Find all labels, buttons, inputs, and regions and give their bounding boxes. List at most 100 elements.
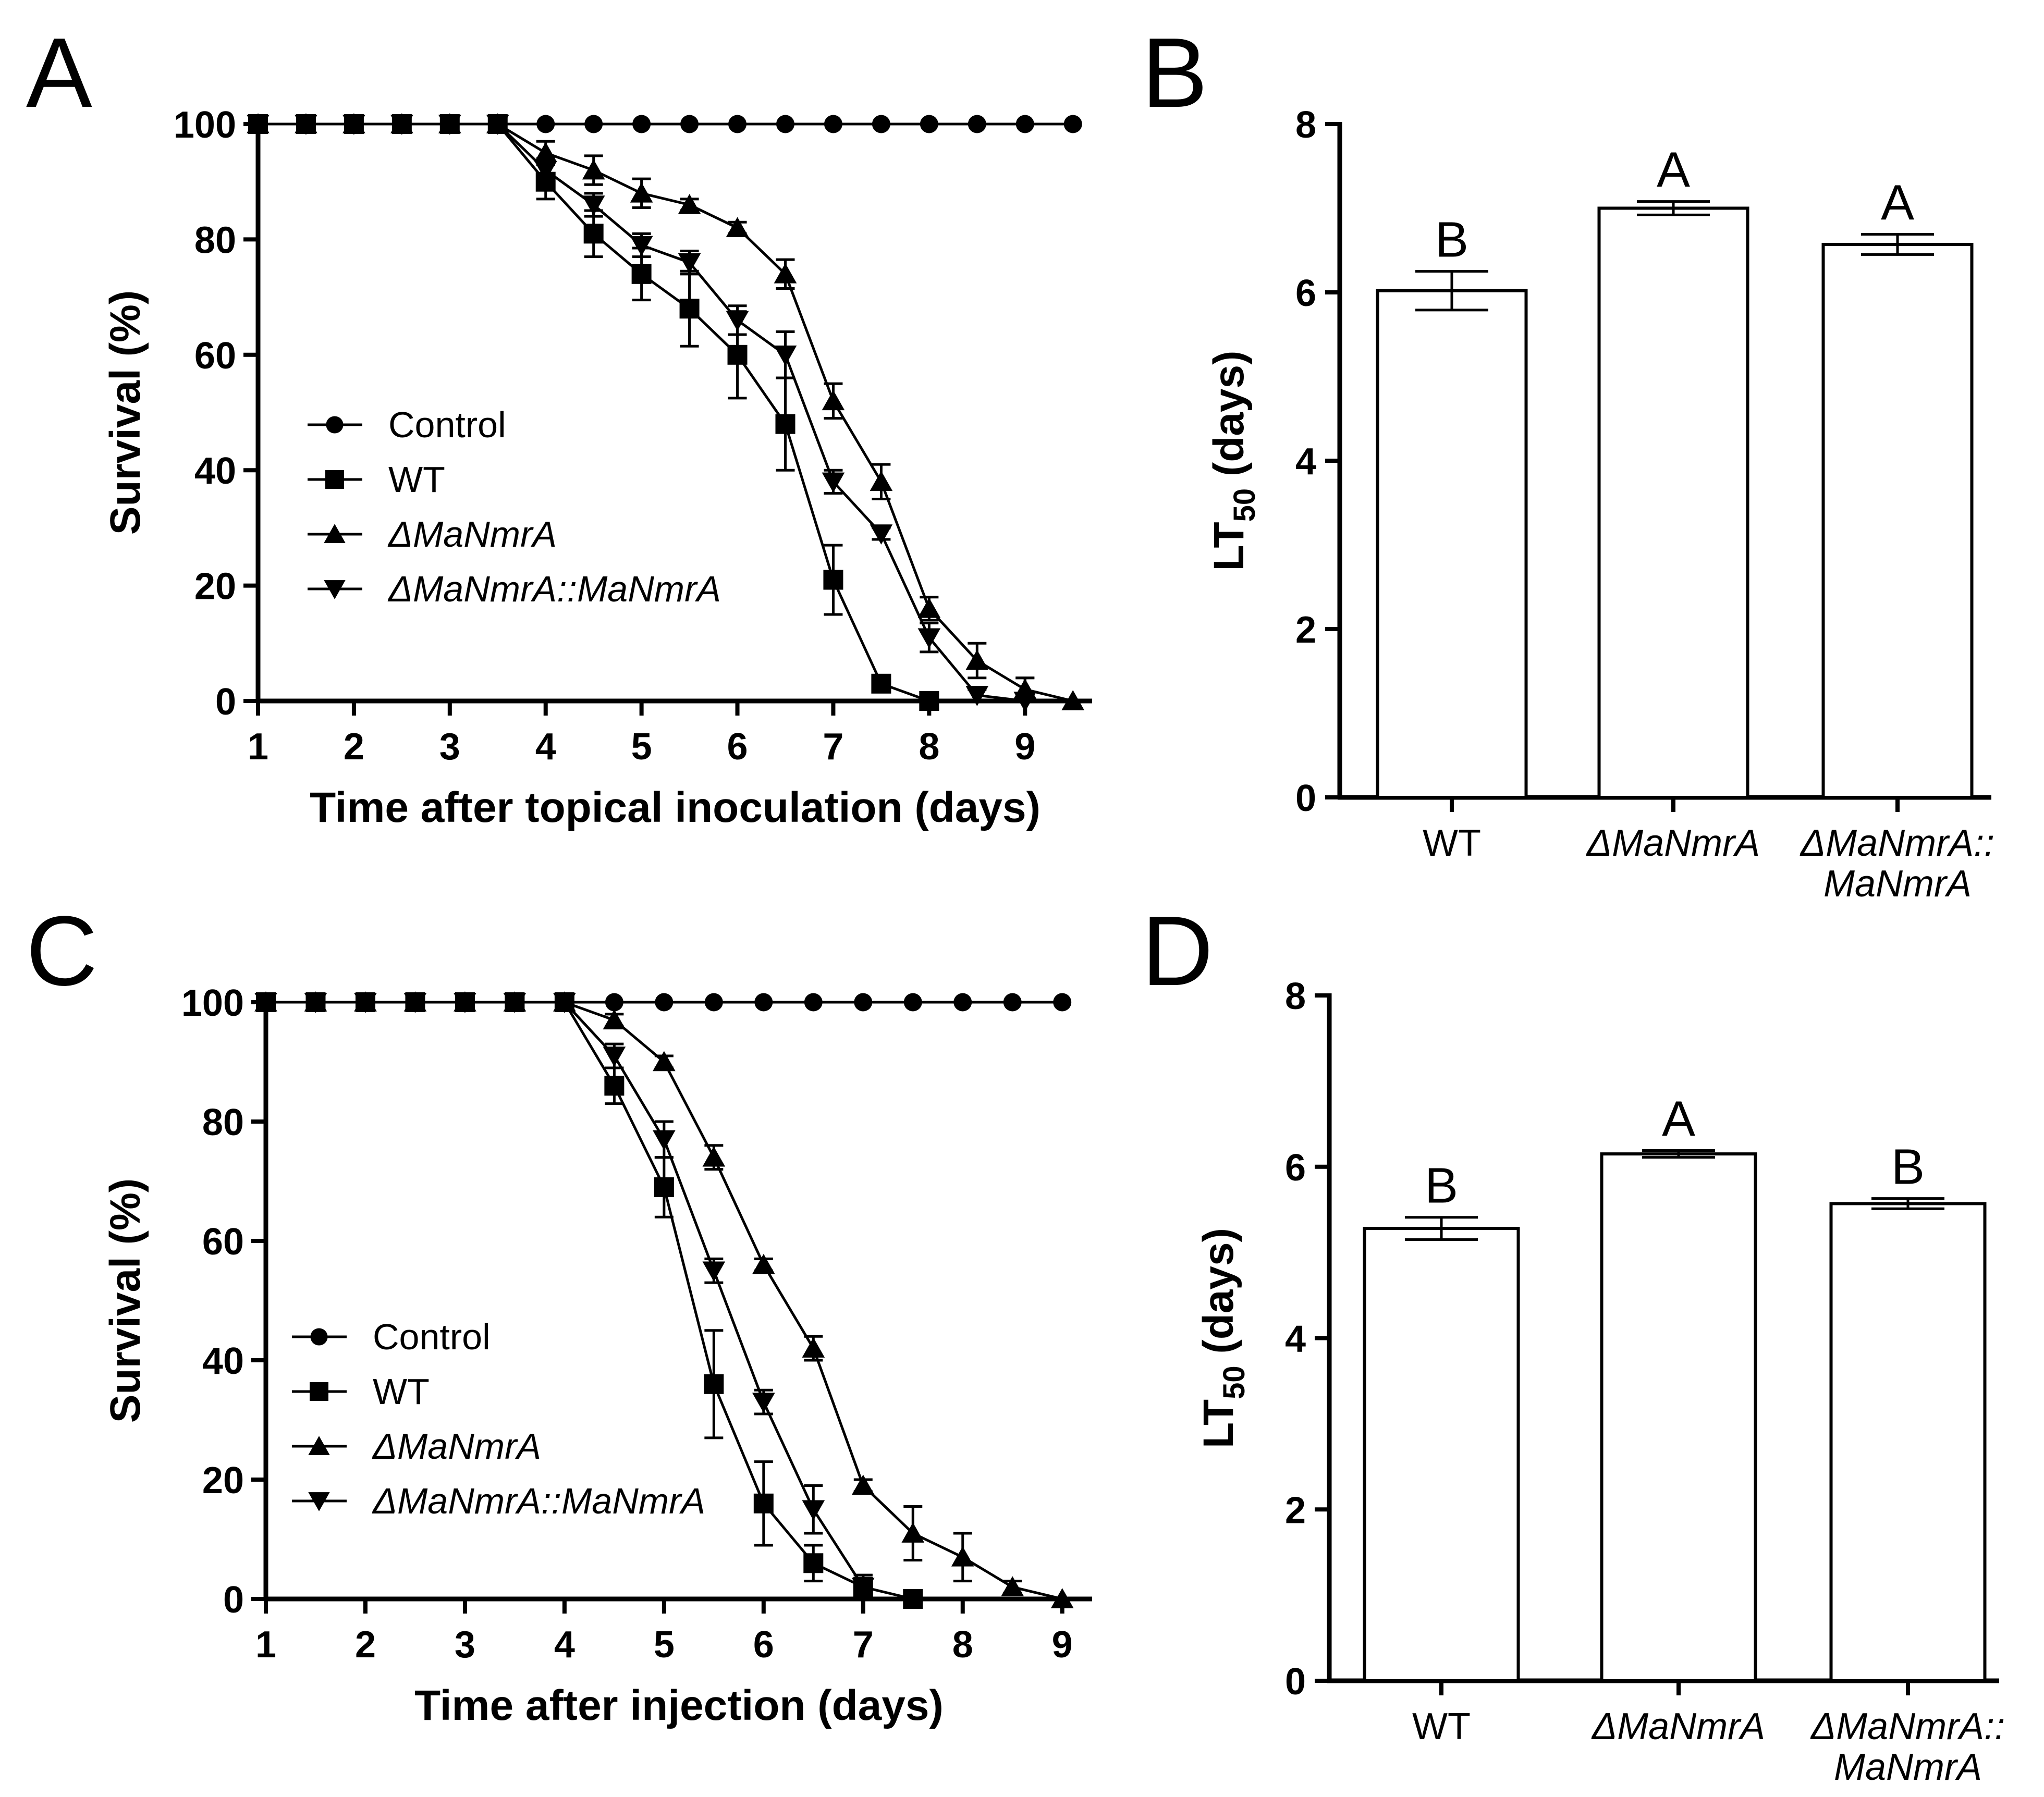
data-point xyxy=(824,115,842,133)
bar-group-manmra: A ΔMaNmrA xyxy=(1591,1091,1765,1747)
x-tick-label: 3 xyxy=(439,726,460,768)
legend-marker xyxy=(326,416,344,434)
y-tick-label: 8 xyxy=(1285,976,1306,1017)
y-axis-title: LT50 (days) xyxy=(1205,351,1262,571)
bar xyxy=(1363,1227,1520,1683)
data-point xyxy=(774,346,797,366)
data-point xyxy=(872,115,890,133)
data-point xyxy=(774,263,797,284)
data-point xyxy=(582,159,605,180)
data-point xyxy=(1053,993,1072,1012)
category-label: WT xyxy=(1423,822,1481,864)
x-tick-label: 6 xyxy=(727,726,748,768)
category-label: ΔMaNmrA:: xyxy=(1800,822,1994,864)
y-tick-label: 0 xyxy=(223,1579,244,1621)
panel-letter-b: B xyxy=(1142,18,1208,128)
panel-letter-a: A xyxy=(26,18,92,128)
data-point xyxy=(968,115,986,133)
category-label: ΔMaNmrA:: xyxy=(1810,1706,2005,1747)
data-point xyxy=(953,993,972,1012)
bar-group-wt: B WT xyxy=(1363,1158,1520,1747)
x-tick-label: 2 xyxy=(355,1624,376,1666)
y-tick-label: 8 xyxy=(1295,104,1316,146)
y-axis-title: Survival (%) xyxy=(102,290,149,535)
series-manmra-manmra xyxy=(254,993,875,1601)
legend-marker xyxy=(325,470,344,489)
significance-letter: A xyxy=(1657,142,1690,198)
bar xyxy=(1376,289,1528,799)
series-manmra-manmra xyxy=(247,115,1037,712)
data-point xyxy=(726,217,749,238)
y-axis-title-subscript: 50 xyxy=(1228,488,1262,522)
data-point xyxy=(917,628,941,649)
data-point xyxy=(603,1047,626,1067)
data-point xyxy=(534,161,557,181)
data-point xyxy=(702,1261,726,1282)
legend-item-manmra: ΔMaNmrA xyxy=(292,1426,541,1467)
bar xyxy=(1600,1152,1757,1682)
data-point xyxy=(752,1253,775,1274)
data-point xyxy=(1063,115,1082,133)
data-point xyxy=(534,142,557,163)
bar xyxy=(1597,206,1749,799)
legend-label: ΔMaNmrA xyxy=(387,514,557,555)
y-tick-label: 20 xyxy=(194,566,236,608)
y-tick-label: 4 xyxy=(1285,1319,1306,1360)
data-point xyxy=(678,194,701,214)
legend-label: ΔMaNmrA::MaNmrA xyxy=(372,1481,705,1521)
y-axis-title-main: LT xyxy=(1195,1399,1242,1448)
data-point xyxy=(704,993,723,1012)
y-tick-label: 0 xyxy=(215,681,236,723)
data-point xyxy=(752,1393,775,1413)
data-point xyxy=(679,299,700,319)
panel-letter-c: C xyxy=(26,896,97,1006)
x-tick-label: 7 xyxy=(853,1624,874,1666)
y-tick-label: 20 xyxy=(202,1460,244,1501)
data-point xyxy=(603,1009,626,1030)
data-point xyxy=(342,115,365,135)
data-point xyxy=(704,1374,724,1394)
series-manmra xyxy=(247,113,1085,710)
data-point xyxy=(438,115,461,135)
x-tick-label: 6 xyxy=(753,1624,774,1666)
data-point xyxy=(803,1553,824,1573)
x-tick-label: 8 xyxy=(952,1624,973,1666)
bar-group-manmra: A ΔMaNmrA xyxy=(1586,142,1760,864)
legend-item-wt: WT xyxy=(308,459,445,500)
legend-item-manmra-manmra: ΔMaNmrA::MaNmrA xyxy=(292,1481,705,1521)
data-point xyxy=(917,597,941,618)
x-tick-label: 8 xyxy=(919,726,939,768)
legend-label: ΔMaNmrA xyxy=(372,1426,541,1467)
panel-letter-d: D xyxy=(1142,896,1213,1006)
data-point xyxy=(754,993,773,1012)
data-point xyxy=(403,993,427,1013)
y-tick-label: 100 xyxy=(181,982,244,1024)
data-point xyxy=(903,1589,923,1609)
category-label: ΔMaNmrA xyxy=(1586,822,1760,864)
data-point xyxy=(630,182,653,203)
y-axis-title-main: LT xyxy=(1205,522,1253,571)
x-tick-label: 5 xyxy=(654,1624,675,1666)
legend-marker xyxy=(324,524,346,543)
data-point xyxy=(851,1578,875,1598)
significance-letter: B xyxy=(1891,1139,1925,1195)
data-point xyxy=(631,264,652,284)
y-tick-label: 6 xyxy=(1285,1147,1306,1189)
y-tick-label: 80 xyxy=(202,1102,244,1143)
data-point xyxy=(654,1177,674,1197)
data-point xyxy=(802,1500,825,1521)
legend-marker xyxy=(324,580,346,599)
x-tick-label: 5 xyxy=(631,726,652,768)
x-axis-title: Time after topical inoculation (days) xyxy=(310,784,1041,831)
bar-group-wt: B WT xyxy=(1376,212,1528,864)
x-tick-label: 2 xyxy=(344,726,364,768)
data-point xyxy=(247,115,270,135)
x-tick-label: 1 xyxy=(248,726,268,768)
data-point xyxy=(802,1337,825,1358)
x-tick-label: 3 xyxy=(455,1624,475,1666)
